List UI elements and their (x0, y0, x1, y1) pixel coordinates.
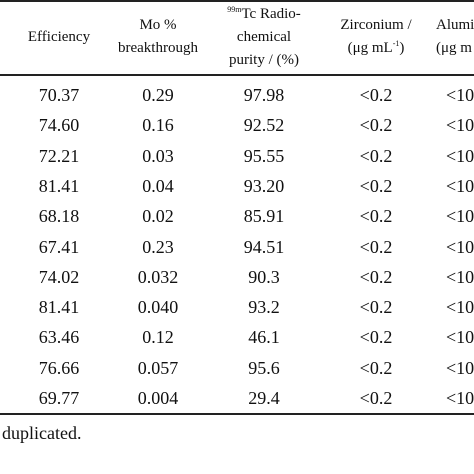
cell-zr: <0.2 (359, 327, 393, 348)
header-tc-line1: Tc Radio- (241, 5, 301, 22)
cell-al: <10 (446, 266, 474, 287)
header-zr-unit-close: ) (399, 40, 405, 56)
table-row: 67.41 0.23 94.51 <0.2 <10 (0, 232, 474, 262)
cell-efficiency: 67.41 (38, 236, 80, 257)
table-row: 74.02 0.032 90.3 <0.2 <10 (0, 262, 474, 292)
cell-efficiency: 81.41 (38, 175, 80, 196)
header-zirconium: Zirconium / (μg mL-1) (316, 0, 436, 74)
cell-tc: 90.3 (248, 266, 280, 287)
header-tc-purity: 99mTc Radio- chemical purity / (%) (208, 0, 320, 74)
cell-mo: 0.29 (142, 85, 174, 105)
cell-efficiency: 74.60 (38, 115, 80, 136)
cell-al: <10 (446, 175, 474, 196)
cell-al: <10 (446, 297, 474, 318)
header-mo-line1: Mo % (139, 17, 177, 33)
table-row: 74.60 0.16 92.52 <0.2 <10 (0, 110, 474, 140)
cell-efficiency: 76.66 (38, 357, 80, 378)
header-tc-line2: chemical (236, 28, 292, 45)
cell-tc: 46.1 (248, 327, 280, 348)
table-row: 72.21 0.03 95.55 <0.2 <10 (0, 141, 474, 171)
cell-tc: 95.55 (243, 145, 285, 166)
cell-tc: 94.51 (243, 236, 285, 257)
cell-al: <10 (446, 145, 474, 166)
cell-al: <10 (446, 327, 474, 348)
header-mo-line2: breakthrough (118, 40, 198, 56)
cell-efficiency: 69.77 (38, 388, 80, 408)
header-zr-unit-sup: -1 (392, 39, 400, 48)
header-efficiency: Efficiency (0, 0, 118, 74)
cell-tc: 92.52 (243, 115, 285, 136)
cell-efficiency: 68.18 (38, 206, 80, 227)
table-header-rule (0, 74, 474, 76)
table-row: 68.18 0.02 85.91 <0.2 <10 (0, 201, 474, 231)
header-zr-unit: (μg mL (347, 40, 393, 56)
cell-efficiency: 70.37 (38, 85, 80, 105)
header-tc-line3: purity / (%) (229, 51, 299, 68)
cell-al: <10 (446, 115, 474, 136)
cell-al: <10 (446, 85, 474, 105)
table-row: 69.77 0.004 29.4 <0.2 <10 (0, 383, 474, 413)
cell-tc: 93.2 (248, 297, 280, 318)
cell-zr: <0.2 (359, 297, 393, 318)
table-bottom-rule (0, 413, 474, 415)
table-row: 81.41 0.04 93.20 <0.2 <10 (0, 171, 474, 201)
cell-al: <10 (446, 206, 474, 227)
cell-mo: 0.040 (137, 297, 179, 318)
cell-efficiency: 81.41 (38, 297, 80, 318)
header-zr-line1: Zirconium / (340, 17, 412, 33)
cell-efficiency: 63.46 (38, 327, 80, 348)
header-aluminium: Alumin (μg m (436, 0, 474, 74)
header-al-line1: Alumin (436, 17, 474, 33)
cell-zr: <0.2 (359, 85, 393, 105)
cell-tc: 29.4 (248, 388, 280, 408)
cell-mo: 0.23 (142, 236, 174, 257)
cell-zr: <0.2 (359, 388, 393, 408)
table-row: 76.66 0.057 95.6 <0.2 <10 (0, 353, 474, 383)
cell-al: <10 (446, 388, 474, 408)
cell-mo: 0.03 (142, 145, 174, 166)
table-footnote: duplicated. (2, 423, 82, 443)
header-al-line2: (μg m (436, 40, 472, 56)
header-tc-superscript: 99m (227, 4, 242, 14)
table-row: 81.41 0.040 93.2 <0.2 <10 (0, 292, 474, 322)
cell-efficiency: 72.21 (38, 145, 80, 166)
cell-zr: <0.2 (359, 236, 393, 257)
cell-zr: <0.2 (359, 357, 393, 378)
cell-al: <10 (446, 236, 474, 257)
table-top-rule (0, 0, 474, 2)
cell-tc: 95.6 (248, 357, 280, 378)
table-row: 63.46 0.12 46.1 <0.2 <10 (0, 322, 474, 352)
cell-al: <10 (446, 357, 474, 378)
cell-mo: 0.04 (142, 175, 174, 196)
cell-mo: 0.032 (137, 266, 179, 287)
cell-efficiency: 74.02 (38, 266, 80, 287)
cell-zr: <0.2 (359, 145, 393, 166)
cell-tc: 85.91 (243, 206, 285, 227)
cell-mo: 0.12 (142, 327, 174, 348)
table-row: 70.37 0.29 97.98 <0.2 <10 (0, 80, 474, 110)
cell-mo: 0.02 (142, 206, 174, 227)
cell-zr: <0.2 (359, 115, 393, 136)
cell-zr: <0.2 (359, 175, 393, 196)
cell-mo: 0.16 (142, 115, 174, 136)
header-efficiency-label: Efficiency (27, 28, 91, 45)
header-mo-breakthrough: Mo % breakthrough (108, 0, 208, 74)
cell-mo: 0.057 (137, 357, 179, 378)
cell-zr: <0.2 (359, 206, 393, 227)
cell-tc: 93.20 (243, 175, 285, 196)
cell-mo: 0.004 (137, 388, 179, 408)
cell-zr: <0.2 (359, 266, 393, 287)
cell-tc: 97.98 (243, 85, 285, 105)
